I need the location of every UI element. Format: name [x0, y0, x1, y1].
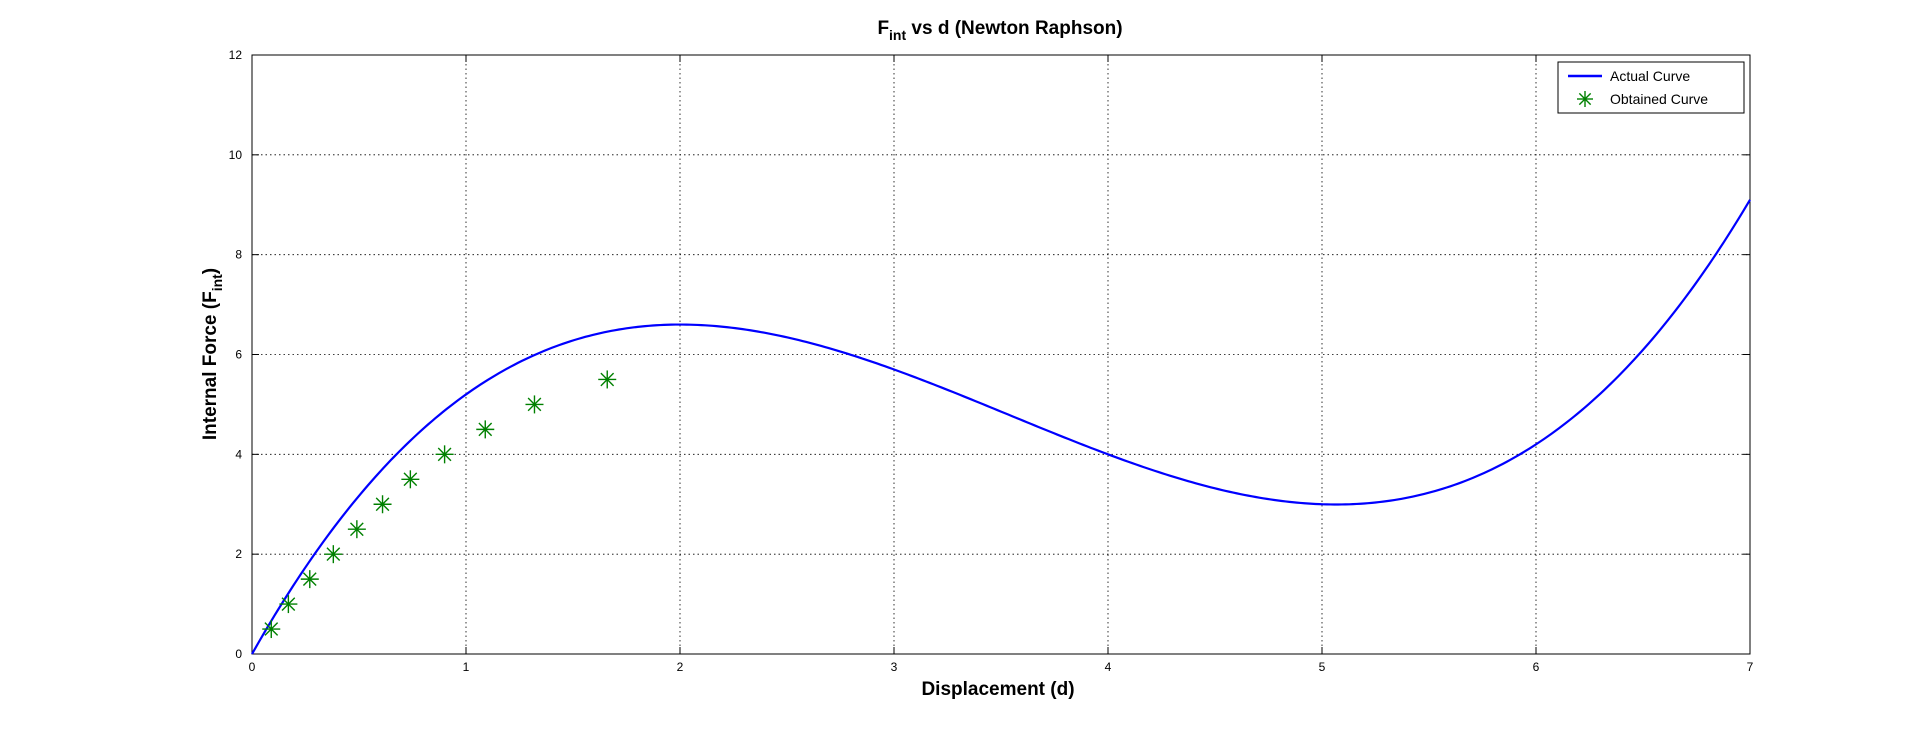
y-tick-label: 4 [235, 447, 242, 461]
data-point-obtained-curve [262, 620, 281, 639]
data-point-obtained-curve [373, 495, 392, 514]
x-tick-label: 6 [1533, 660, 1540, 674]
legend-marker-star [1577, 91, 1593, 107]
data-point-obtained-curve [598, 370, 617, 389]
data-point-obtained-curve [525, 395, 544, 414]
y-axis-title: Internal Force (Fint) [200, 268, 225, 440]
chart-title-sub: int [889, 27, 906, 43]
y-axis-title-sub: int [209, 274, 225, 291]
data-point-obtained-curve [476, 420, 495, 439]
y-tick-label: 12 [229, 48, 243, 62]
legend-label-obtained: Obtained Curve [1610, 91, 1708, 107]
y-tick-label: 0 [235, 647, 242, 661]
x-tick-label: 3 [891, 660, 898, 674]
y-ticks: 0 2 4 6 8 10 12 [229, 48, 1750, 661]
data-point-obtained-curve [401, 470, 420, 489]
y-tick-label: 2 [235, 547, 242, 561]
x-tick-label: 1 [463, 660, 470, 674]
x-tick-label: 7 [1747, 660, 1754, 674]
legend: Actual Curve Obtained Curve [1557, 61, 1745, 114]
data-point-obtained-curve [347, 520, 366, 539]
legend-label-actual: Actual Curve [1610, 68, 1690, 84]
x-tick-label: 0 [249, 660, 256, 674]
chart-title: Fint vs d (Newton Raphson) [877, 18, 1122, 43]
x-tick-label: 4 [1105, 660, 1112, 674]
series-layer [251, 199, 1751, 655]
y-tick-label: 6 [235, 348, 242, 362]
data-point-obtained-curve [279, 595, 298, 614]
legend-box [1557, 61, 1745, 114]
chart-title-main: F [877, 18, 889, 39]
x-axis-title: Displacement (d) [921, 679, 1074, 700]
legend-marker-sample [1577, 91, 1593, 107]
x-ticks: 0 1 2 3 4 5 6 7 [249, 55, 1754, 674]
data-point-obtained-curve [324, 545, 343, 564]
x-tick-label: 5 [1319, 660, 1326, 674]
grid [252, 55, 1750, 654]
y-tick-label: 8 [235, 248, 242, 262]
data-point-obtained-curve [300, 570, 319, 589]
y-axis-title-rest: ) [200, 268, 221, 274]
axes-box [251, 54, 1751, 655]
y-tick-label: 10 [229, 148, 243, 162]
series-line-actual-curve [251, 199, 1751, 655]
y-axis-title-main: Internal Force (F [200, 291, 221, 440]
data-point-obtained-curve [435, 445, 454, 464]
x-tick-label: 2 [677, 660, 684, 674]
chart-title-rest: vs d (Newton Raphson) [906, 18, 1122, 39]
